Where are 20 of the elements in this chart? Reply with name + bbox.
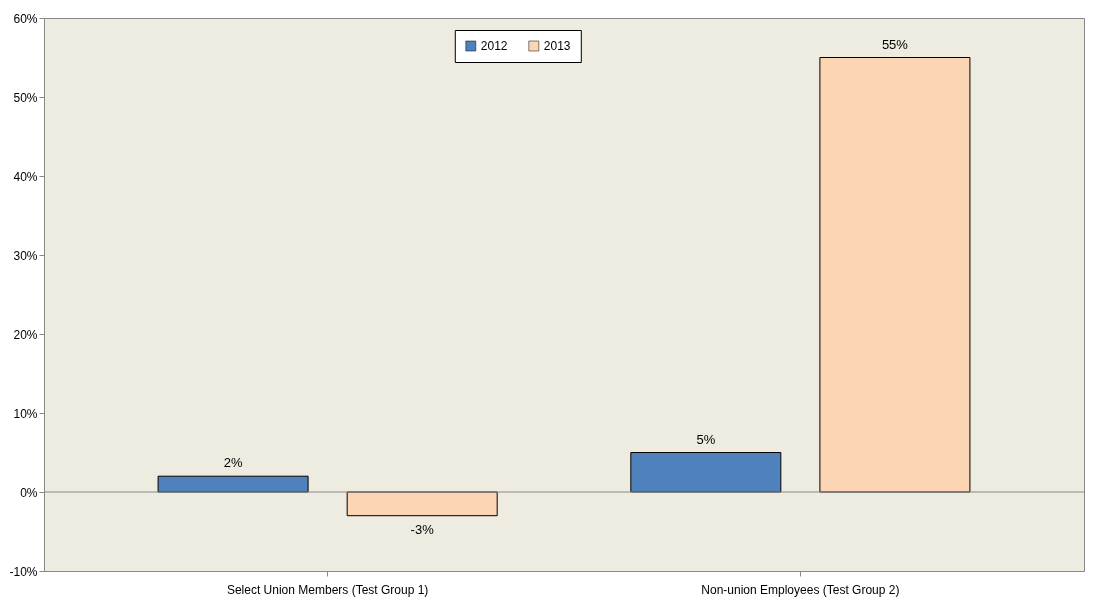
bar: [630, 452, 782, 493]
y-tick-label: 50%: [13, 90, 38, 105]
y-tick-label: -10%: [9, 564, 38, 579]
bar: [157, 475, 309, 493]
y-tick-label: 10%: [13, 406, 38, 421]
data-label: 5%: [696, 431, 716, 447]
y-tick-label: 20%: [13, 327, 38, 342]
data-label: -3%: [410, 521, 435, 537]
y-tick-label: 60%: [13, 11, 38, 26]
x-tick-label: Select Union Members (Test Group 1): [226, 582, 429, 597]
bar: [346, 491, 498, 517]
legend-label: 2013: [543, 39, 571, 53]
data-label: 2%: [223, 455, 243, 471]
data-label: 55%: [881, 36, 909, 52]
x-tick-label: Non-union Employees (Test Group 2): [701, 582, 900, 597]
y-tick-label: 30%: [13, 248, 38, 263]
legend-label: 2012: [480, 39, 508, 53]
y-tick-label: 0%: [20, 485, 38, 500]
y-tick-label: 40%: [13, 169, 38, 184]
bar: [819, 57, 971, 493]
